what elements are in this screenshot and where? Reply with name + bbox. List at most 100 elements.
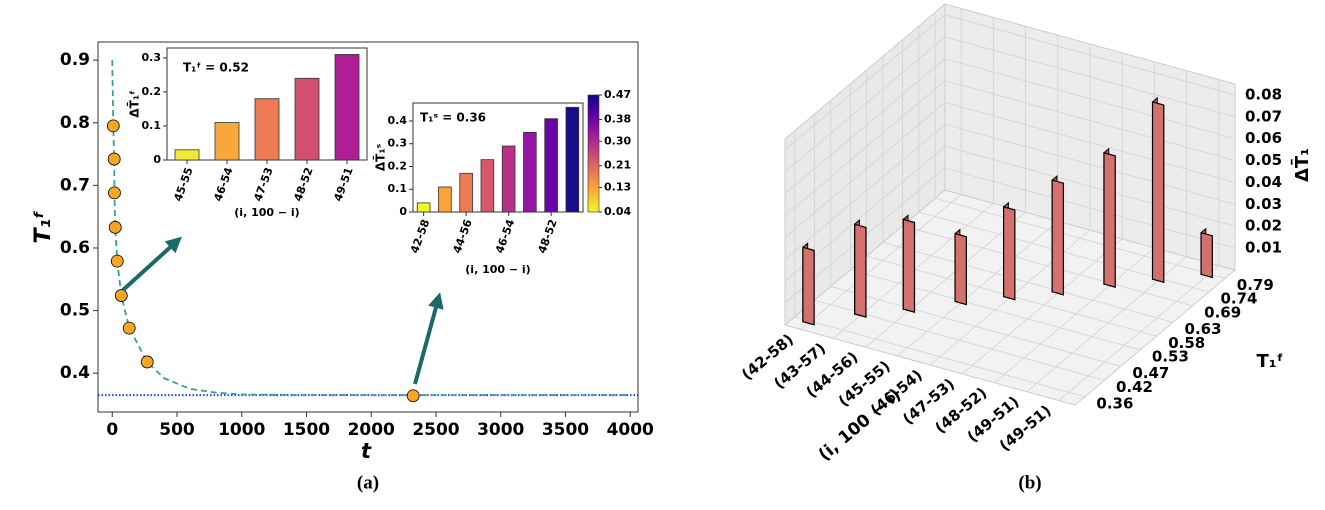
x-axis-label: (i, 100 − i) (234, 206, 299, 219)
bar (1103, 151, 1116, 288)
y-tick-label: 0.53 (1152, 348, 1189, 366)
y-tick-label: 0.8 (60, 113, 90, 133)
bar (438, 186, 452, 213)
bar (254, 98, 280, 161)
data-point (406, 389, 420, 403)
y-tick-label: 0.1 (142, 119, 162, 132)
data-point (107, 152, 121, 166)
x-tick-label: 42-58 (408, 218, 432, 256)
y-tick-label: 0.1 (388, 182, 408, 195)
z-tick-label: 0.08 (1245, 85, 1282, 103)
y-tick-label: 0 (399, 205, 407, 218)
y-tick-label: 0.69 (1204, 304, 1241, 322)
x-tick-label: 0 (106, 420, 118, 440)
colorbar-tick-label: 0.38 (604, 112, 631, 125)
bar (544, 118, 558, 213)
data-point (108, 220, 122, 234)
y-tick-label: 0 (153, 153, 161, 166)
bar (480, 159, 495, 213)
y-tick-label: 0.42 (1116, 378, 1153, 396)
x-axis-label: t (361, 439, 372, 463)
y-tick-label: 0.58 (1168, 334, 1205, 352)
grid-line (850, 269, 1141, 351)
fit-curve (111, 60, 631, 396)
arrow (121, 236, 182, 292)
grid-line (784, 36, 946, 173)
data-point (140, 355, 154, 369)
y-tick-label: 0.2 (388, 159, 408, 172)
bar (902, 218, 916, 314)
grid-line (944, 58, 1236, 140)
grid-line (935, 197, 1226, 279)
x-tick-label: 44-56 (451, 217, 475, 255)
data-point (114, 289, 128, 302)
data-point (108, 186, 121, 200)
x-tick-label: 4000 (607, 420, 654, 440)
y-tick-label: 0.4 (60, 363, 90, 383)
grid-line (784, 58, 946, 195)
bar (174, 149, 200, 161)
z-tick-label: 0.01 (1245, 239, 1282, 257)
grid-line (897, 220, 1059, 357)
colorbar (587, 94, 600, 213)
y-tick-label: 0.3 (388, 137, 408, 150)
grid-line (882, 241, 1174, 323)
grid-line (1058, 265, 1220, 401)
x-tick-label: 49-51 (331, 166, 355, 204)
z-tick-label: 0.03 (1245, 195, 1282, 213)
y-tick-label: 0.7 (60, 175, 90, 195)
y-tick-label: 0.4 (388, 114, 408, 127)
grid-line (944, 123, 1236, 205)
grid-line (944, 145, 1236, 227)
bar (523, 131, 537, 213)
bar (954, 232, 967, 306)
bar (334, 54, 360, 161)
arrow (413, 292, 444, 385)
grid-line (944, 102, 1236, 183)
grid-line (865, 211, 1026, 348)
grid-line (944, 14, 1236, 96)
x-tick-label: 46-54 (493, 217, 517, 255)
data-point (106, 119, 120, 133)
z-tick-label: 0.05 (1245, 151, 1282, 169)
x-tick-label: 3500 (542, 420, 589, 440)
grid-line (944, 80, 1236, 161)
grid-line (784, 80, 946, 216)
z-tick-label: 0.07 (1245, 107, 1282, 125)
x-tick-label: 45-55 (171, 166, 195, 204)
y-tick-label: 0.36 (1096, 394, 1133, 412)
bar (214, 122, 240, 161)
z-axis-label: ΔT̄₁ (1291, 148, 1313, 182)
grid-line (794, 316, 1085, 398)
grid-line (902, 225, 1193, 307)
grid-line (944, 167, 1236, 249)
y-axis-label: ΔT̄₁ᶠ (126, 90, 141, 117)
x-tick-label: 1000 (218, 420, 265, 440)
bar (1200, 231, 1213, 279)
x-axis-label: (i, 100 − i) (465, 263, 530, 276)
colorbar-tick-label: 0.47 (604, 88, 631, 101)
x-tick-label: 2000 (348, 420, 395, 440)
colorbar-tick-label: 0.30 (604, 134, 631, 147)
y-tick-label: 0.74 (1220, 290, 1257, 308)
data-point (122, 321, 136, 335)
y-tick-label: 0.79 (1237, 276, 1274, 294)
grid-line (784, 102, 946, 238)
grid-line (994, 247, 1155, 384)
x-tick-label: 47-53 (251, 166, 275, 204)
x-tick-label: 46-54 (211, 165, 235, 203)
x-tick-label: 48-52 (291, 166, 315, 204)
bar (416, 202, 431, 213)
x-tick-label: 1500 (283, 420, 330, 440)
z-tick-label: 0.02 (1245, 217, 1282, 235)
panel-label: (b) (1018, 472, 1041, 493)
data-point (110, 254, 124, 268)
y-tick-label: 0.6 (60, 238, 90, 258)
colorbar-tick-label: 0.21 (604, 159, 631, 172)
bar (294, 77, 320, 161)
grid-line (830, 286, 1121, 367)
x-tick-label: 48-52 (536, 218, 560, 256)
panel-label: (a) (357, 472, 379, 493)
bar (1051, 179, 1065, 296)
bar (1002, 206, 1016, 301)
